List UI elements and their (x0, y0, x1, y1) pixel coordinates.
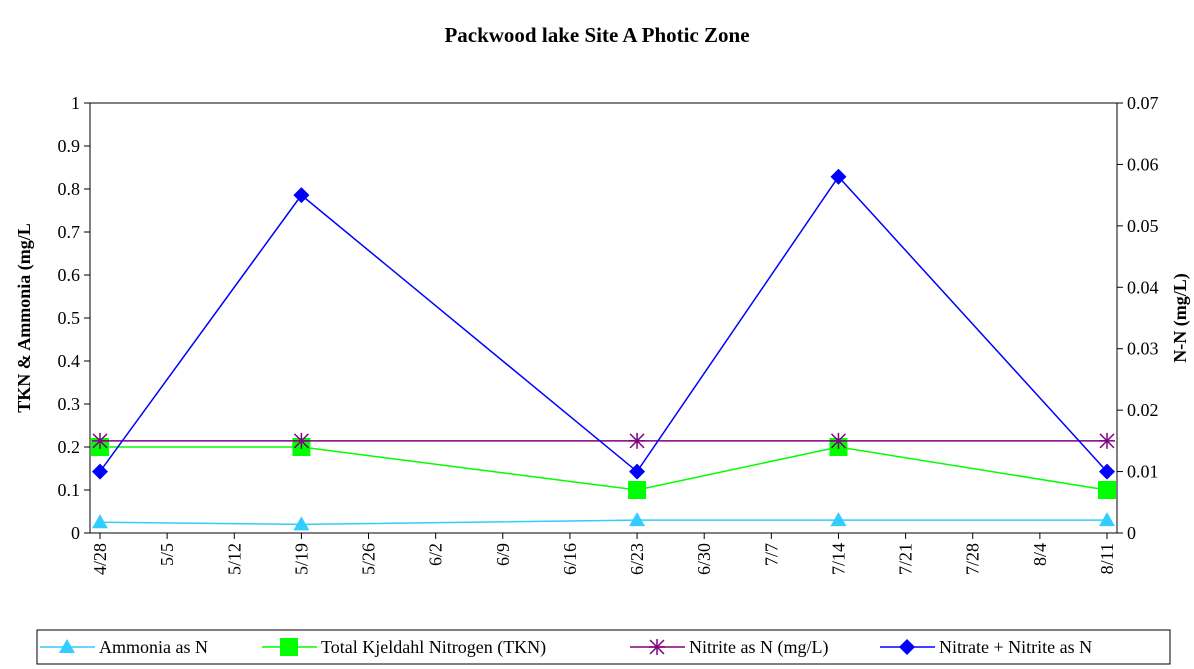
marker (628, 481, 647, 499)
marker (1098, 481, 1116, 499)
x-tick-label: 5/19 (291, 543, 311, 575)
y2-axis-label: N-N (mg/L) (1170, 273, 1191, 362)
x-tick-label: 5/5 (157, 543, 177, 566)
marker (1099, 463, 1115, 480)
marker (629, 512, 646, 527)
legend-label: Total Kjeldahl Nitrogen (TKN) (321, 637, 546, 658)
x-tick-label: 8/4 (1030, 543, 1050, 566)
marker (899, 639, 915, 655)
marker (629, 463, 646, 480)
x-tick-label: 6/2 (426, 543, 446, 566)
y-tick-label: 0.9 (58, 136, 81, 156)
marker (629, 432, 646, 449)
x-tick-label: 6/16 (560, 543, 580, 575)
x-tick-label: 5/26 (359, 543, 379, 575)
chart-title: Packwood lake Site A Photic Zone (444, 23, 749, 47)
y-tick-label: 0.5 (58, 308, 81, 328)
x-tick-label: 6/9 (493, 543, 513, 566)
y-tick-label: 0.1 (58, 480, 81, 500)
y2-tick-label: 0.05 (1127, 216, 1159, 236)
x-tick-label: 7/28 (963, 543, 983, 575)
y-tick-label: 1 (71, 93, 80, 113)
y-tick-label: 0.4 (58, 351, 81, 371)
marker (1099, 432, 1115, 449)
x-tick-label: 6/30 (694, 543, 714, 575)
y-axis-label: TKN & Ammonia (mg/L (14, 223, 35, 413)
series-line (100, 446, 1108, 491)
legend-label: Ammonia as N (99, 637, 208, 657)
marker (92, 514, 108, 529)
marker (830, 168, 847, 185)
y-tick-label: 0.2 (58, 437, 81, 457)
y2-tick-label: 0.07 (1127, 93, 1159, 113)
marker (293, 516, 310, 531)
plot-area (89, 102, 1118, 534)
marker (92, 463, 108, 480)
marker (649, 639, 665, 655)
marker (59, 639, 75, 653)
marker (280, 638, 298, 656)
legend-label: Nitrate + Nitrite as N (939, 637, 1092, 657)
series-line (99, 519, 1107, 526)
marker (1099, 512, 1115, 527)
legend-box (36, 629, 1171, 665)
y2-tick-label: 0 (1127, 523, 1136, 543)
marker (293, 187, 310, 204)
x-tick-label: 5/12 (224, 543, 244, 575)
y2-tick-label: 0.06 (1127, 154, 1159, 174)
y2-tick-label: 0.02 (1127, 400, 1159, 420)
marker (293, 432, 310, 449)
y-tick-label: 0.8 (58, 179, 81, 199)
x-tick-label: 6/23 (627, 543, 647, 575)
marker (92, 432, 108, 449)
series-line (99, 175, 1108, 473)
x-tick-label: 4/28 (90, 543, 110, 575)
y2-tick-label: 0.01 (1127, 462, 1159, 482)
y-tick-label: 0.6 (58, 265, 81, 285)
y2-tick-label: 0.04 (1127, 277, 1159, 297)
marker (830, 432, 847, 449)
y-tick-label: 0.7 (58, 222, 81, 242)
y-tick-label: 0.3 (58, 394, 81, 414)
legend-label: Nitrite as N (mg/L) (689, 637, 828, 658)
marker (830, 512, 847, 527)
x-tick-label: 8/11 (1097, 543, 1117, 574)
y-tick-label: 0 (71, 523, 80, 543)
y2-tick-label: 0.03 (1127, 339, 1159, 359)
x-tick-label: 7/7 (761, 543, 781, 566)
x-tick-label: 7/21 (896, 543, 916, 575)
x-tick-label: 7/14 (828, 543, 848, 575)
